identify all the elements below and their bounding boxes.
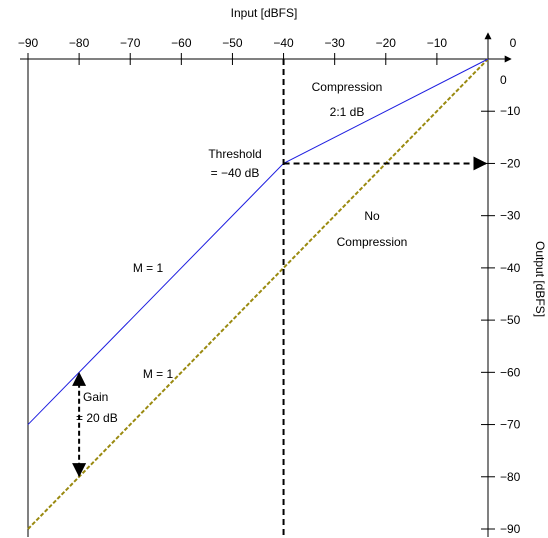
threshold-label-line2: = −40 dB: [211, 166, 260, 180]
y-tick-label: −30: [500, 209, 521, 223]
x-tick-label: −30: [324, 36, 345, 50]
y-tick-label: −80: [500, 470, 521, 484]
no-compression-line: [27, 58, 489, 530]
gain-label-line1: Gain: [83, 390, 108, 404]
compression-label-line2: 2:1 dB: [330, 105, 365, 119]
x-tick-label: −90: [18, 36, 39, 50]
compression-label-line1: Compression: [312, 80, 383, 94]
no-compression-label-line1: No: [364, 209, 380, 223]
y-tick-label: −50: [500, 313, 521, 327]
slope-label-upper: M = 1: [133, 261, 164, 275]
y-tick-label: −60: [500, 365, 521, 379]
y-tick-label: 0: [500, 73, 507, 87]
compressed-curve: [27, 58, 489, 425]
threshold-label-line1: Threshold: [208, 147, 261, 161]
slope-label-lower: M = 1: [143, 367, 174, 381]
gain-label-line2: = 20 dB: [76, 411, 118, 425]
x-tick-label: −10: [427, 36, 448, 50]
x-tick-label: −80: [69, 36, 90, 50]
y-tick-label: −20: [500, 156, 521, 170]
tick-labels: −90 −80 −70 −60 −50 −40 −30 −20 −10 0 0 −10 −20 −30 −4…: [18, 36, 521, 536]
x-tick-label: 0: [510, 36, 517, 50]
x-tick-label: −40: [273, 36, 294, 50]
x-axis-title: Input [dBFS]: [231, 6, 298, 20]
y-axis-title: Output [dBFS]: [533, 241, 547, 317]
threshold-guides: [72, 59, 488, 537]
y-tick-label: −70: [500, 418, 521, 432]
x-tick-label: −60: [171, 36, 192, 50]
x-tick-label: −20: [376, 36, 397, 50]
axes: [20, 32, 512, 537]
y-tick-label: −40: [500, 261, 521, 275]
y-tick-label: −90: [500, 522, 521, 536]
transfer-curves: [27, 58, 489, 530]
y-tick-label: −10: [500, 104, 521, 118]
no-compression-label-line2: Compression: [337, 235, 408, 249]
x-tick-label: −70: [120, 36, 141, 50]
x-tick-label: −50: [222, 36, 243, 50]
